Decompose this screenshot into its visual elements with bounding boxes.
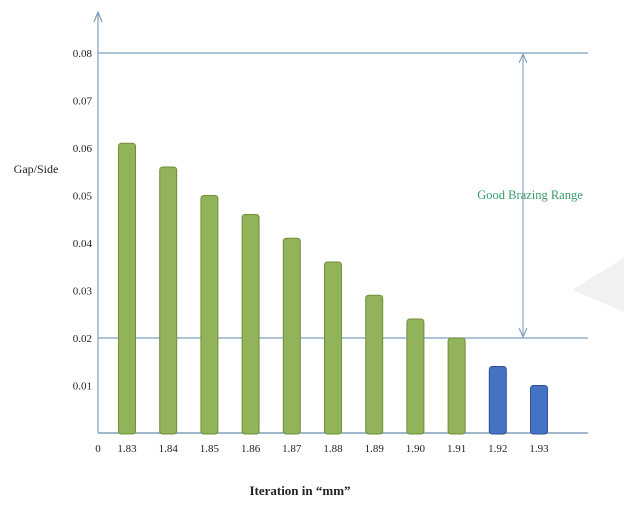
good-brazing-range-label: Good Brazing Range — [477, 188, 583, 202]
bar-1.86 — [241, 214, 260, 435]
y-axis-arrow — [93, 10, 103, 23]
x-tick-label-4: 1.87 — [282, 443, 302, 455]
brazing-range-arrow — [518, 52, 528, 339]
x-tick-label-9: 1.92 — [488, 443, 507, 455]
bar-1.87 — [282, 237, 301, 435]
bar-1.92 — [488, 366, 507, 435]
x-axis-title: Iteration in “mm” — [249, 483, 350, 498]
x-tick-label-8: 1.91 — [447, 443, 466, 455]
y-axis-line-group — [93, 10, 103, 433]
range-arrow-head-top — [518, 52, 528, 64]
y-tick-labels: 0.01 0.02 0.03 0.04 0.05 0.06 0.07 0.08 — [73, 48, 93, 393]
bar-1.85 — [200, 195, 219, 435]
bar-1.93 — [530, 385, 548, 435]
y-tick-label-2: 0.03 — [73, 286, 93, 298]
x-tick-label-6: 1.89 — [365, 443, 385, 455]
x-tick-label-2: 1.85 — [200, 443, 220, 455]
x-tick-label-1: 1.84 — [159, 443, 179, 455]
y-tick-label-5: 0.06 — [73, 143, 93, 155]
reference-lines — [98, 52, 588, 339]
x-tick-label-10: 1.93 — [529, 443, 549, 455]
bar-1.91 — [447, 337, 466, 435]
x-tick-label-0: 1.83 — [117, 443, 137, 455]
y-tick-label-6: 0.07 — [73, 96, 93, 108]
y-tick-label-7: 0.08 — [73, 48, 93, 60]
page-curl-decoration — [572, 258, 624, 312]
y-tick-label-4: 0.05 — [73, 191, 93, 203]
x-tick-labels: 1.83 1.84 1.85 1.86 1.87 1.88 1.89 1.90 1.91 1.92… — [117, 443, 549, 455]
bar-1.84 — [159, 166, 178, 435]
bar-1.83 — [118, 142, 136, 435]
y-tick-label-3: 0.04 — [73, 238, 93, 250]
bar-1.88 — [324, 261, 342, 435]
x-tick-label-3: 1.86 — [241, 443, 261, 455]
bar-1.90 — [406, 318, 425, 435]
x-tick-label-5: 1.88 — [323, 443, 343, 455]
range-arrow-head-bottom — [518, 327, 528, 339]
x-origin-label: 0 — [95, 443, 101, 455]
y-tick-label-1: 0.02 — [73, 333, 92, 345]
y-axis-title: Gap/Side — [14, 162, 59, 176]
y-tick-label-0: 0.01 — [73, 381, 92, 393]
bar-1.89 — [365, 294, 384, 435]
x-tick-label-7: 1.90 — [406, 443, 426, 455]
bars — [118, 142, 548, 435]
